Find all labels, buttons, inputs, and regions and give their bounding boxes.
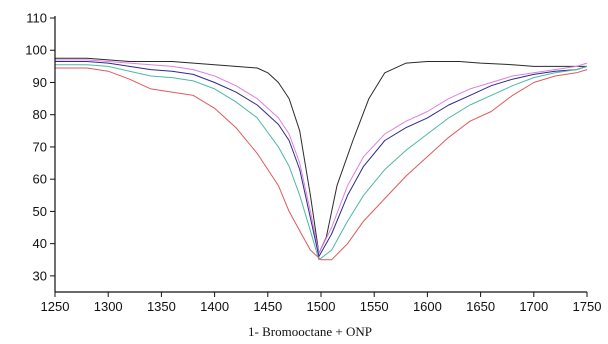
series-line-3	[55, 61, 588, 257]
y-tick-label: 60	[33, 172, 47, 187]
y-tick-label: 70	[33, 139, 47, 154]
y-tick-label: 110	[26, 11, 47, 26]
y-tick-label: 40	[33, 236, 47, 251]
x-tick-label: 1700	[519, 299, 548, 314]
y-ticks: 30 40 50 60 70 80 90 100 110	[25, 11, 55, 283]
y-tick-label: 30	[33, 268, 47, 283]
x-tick-label: 1250	[41, 299, 70, 314]
y-tick-label: 50	[33, 204, 47, 219]
x-tick-label: 1600	[413, 299, 442, 314]
x-tick-label: 1750	[573, 299, 602, 314]
series-line-5	[55, 67, 588, 261]
x-tick-label: 1300	[94, 299, 123, 314]
x-ticks: 1250 1300 1350 1400 1450 1500 1550 1600 1650 1700…	[41, 292, 602, 314]
y-tick-label: 100	[25, 43, 47, 58]
x-tick-label: 1650	[466, 299, 495, 314]
y-tick-label: 90	[33, 75, 47, 90]
x-tick-label: 1450	[253, 299, 282, 314]
plot-lines	[55, 57, 588, 261]
x-tick-label: 1400	[200, 299, 229, 314]
series-line-1	[55, 57, 587, 254]
x-tick-label: 1500	[307, 299, 336, 314]
x-tick-label: 1350	[147, 299, 176, 314]
y-tick-label: 80	[33, 107, 47, 122]
series-line-2	[55, 59, 588, 254]
series-line-4	[55, 64, 588, 261]
x-tick-label: 1550	[360, 299, 389, 314]
x-axis-label: 1- Bromooctane + ONP	[248, 324, 372, 339]
